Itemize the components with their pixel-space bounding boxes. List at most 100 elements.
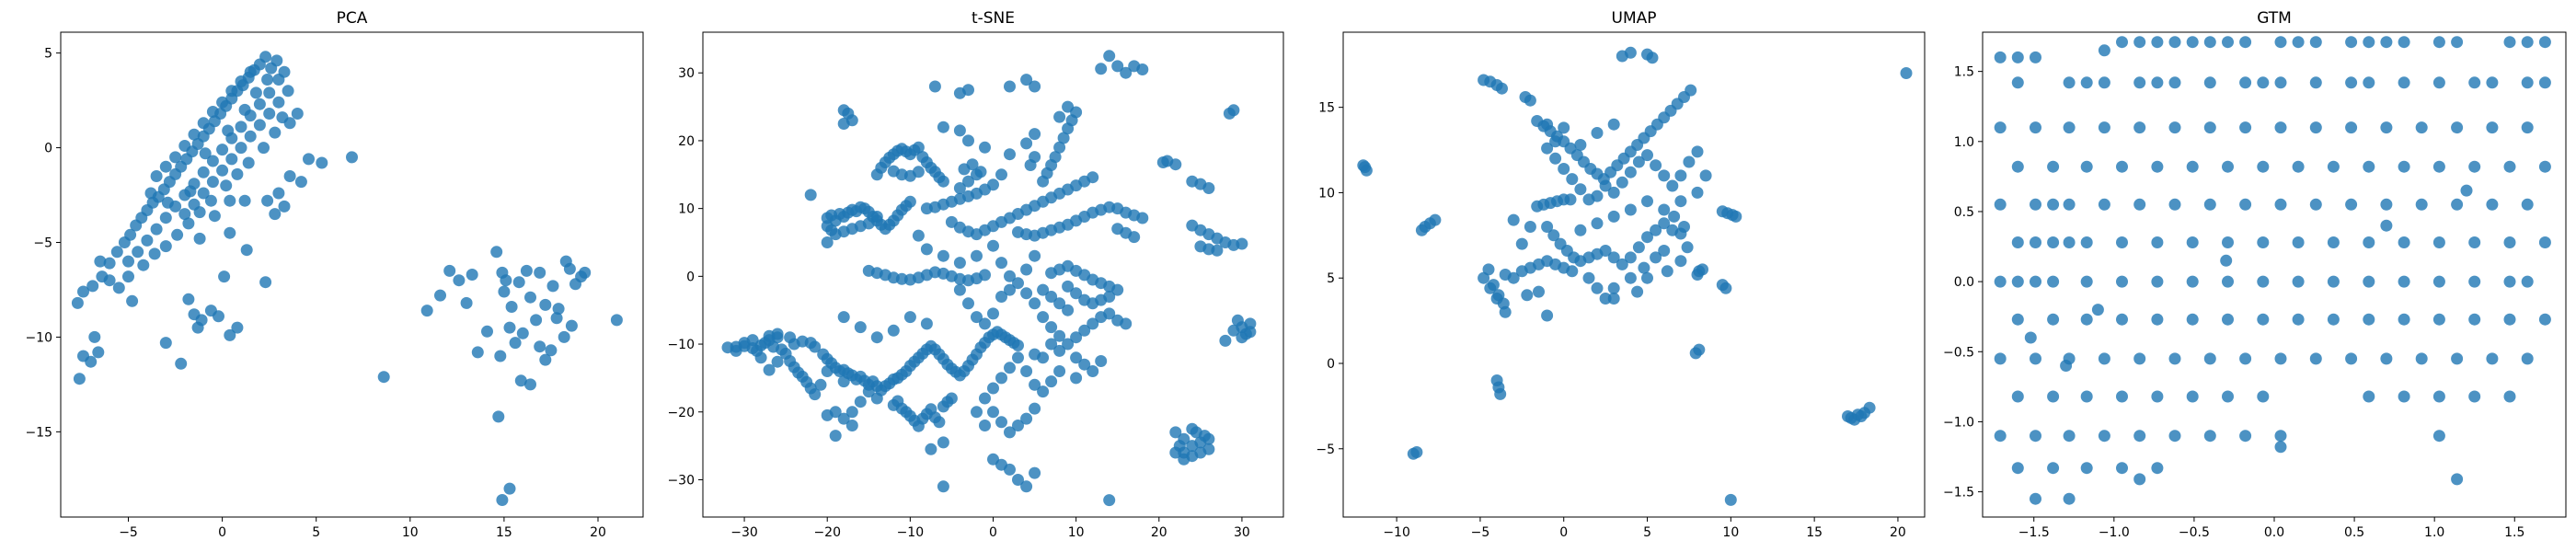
panel-umap: UMAP −10 −5 0 5 10 15 20 −5 0 5 10 15 bbox=[1316, 9, 1926, 540]
data-point bbox=[278, 200, 291, 213]
data-point bbox=[1624, 46, 1637, 59]
data-point bbox=[2063, 430, 2076, 443]
data-point bbox=[1490, 293, 1503, 305]
data-point bbox=[204, 194, 217, 207]
data-point bbox=[2538, 160, 2551, 173]
data-point bbox=[224, 328, 236, 341]
data-point bbox=[2080, 76, 2093, 89]
x-tick-label: 20 bbox=[1890, 525, 1906, 540]
y-tick-label: 0 bbox=[44, 142, 52, 156]
data-point bbox=[171, 228, 184, 241]
data-point bbox=[2451, 352, 2464, 365]
data-point bbox=[1994, 51, 2007, 63]
data-point bbox=[2151, 76, 2164, 89]
data-point bbox=[1624, 166, 1637, 178]
data-point bbox=[1524, 94, 1536, 107]
data-point bbox=[1607, 293, 1620, 305]
data-point bbox=[524, 378, 536, 391]
data-point bbox=[178, 140, 191, 152]
data-point bbox=[1020, 412, 1033, 425]
data-point bbox=[763, 329, 776, 342]
data-point bbox=[1661, 265, 1673, 278]
data-point bbox=[1120, 66, 1133, 79]
data-point bbox=[2538, 76, 2551, 89]
data-point bbox=[1062, 304, 1075, 316]
data-point bbox=[1699, 169, 1712, 182]
data-point bbox=[94, 255, 107, 268]
data-point bbox=[854, 396, 867, 408]
data-point bbox=[2451, 121, 2464, 134]
data-point bbox=[1186, 422, 1199, 435]
data-point bbox=[1658, 169, 1671, 182]
data-point bbox=[1029, 249, 1041, 262]
x-tick-label: 10 bbox=[1722, 525, 1739, 540]
data-point bbox=[2257, 275, 2270, 288]
scatter-points bbox=[1994, 36, 2551, 505]
data-point bbox=[995, 416, 1007, 429]
data-point bbox=[1053, 365, 1066, 377]
data-point bbox=[1053, 110, 1066, 123]
data-point bbox=[1078, 358, 1091, 371]
x-tick-label: −20 bbox=[813, 525, 841, 540]
data-point bbox=[206, 155, 219, 167]
x-tick-label: 20 bbox=[1151, 525, 1167, 540]
data-point bbox=[2168, 198, 2181, 211]
data-point bbox=[1558, 163, 1570, 175]
y-tick-label: −5 bbox=[1316, 443, 1335, 457]
data-point bbox=[1685, 84, 1697, 97]
data-point bbox=[1484, 282, 1497, 294]
data-point bbox=[2116, 236, 2128, 248]
data-point bbox=[377, 371, 390, 384]
x-tick-label: −1.5 bbox=[2018, 525, 2050, 540]
data-point bbox=[1103, 494, 1116, 507]
data-point bbox=[124, 228, 137, 241]
data-point bbox=[2186, 275, 2199, 288]
data-point bbox=[420, 305, 433, 317]
data-point bbox=[253, 119, 266, 132]
data-point bbox=[1095, 355, 1108, 367]
data-point bbox=[169, 151, 182, 164]
x-tick-label: −1.0 bbox=[2099, 525, 2130, 540]
data-point bbox=[112, 282, 125, 294]
data-point bbox=[2239, 352, 2252, 365]
data-point bbox=[258, 142, 270, 155]
data-point bbox=[122, 255, 134, 268]
data-point bbox=[505, 301, 518, 313]
data-point bbox=[1095, 63, 1108, 75]
data-point bbox=[291, 108, 304, 120]
data-point bbox=[218, 270, 231, 283]
data-point bbox=[1631, 285, 1644, 298]
data-point bbox=[2292, 236, 2305, 248]
data-point bbox=[150, 223, 163, 236]
data-point bbox=[2063, 198, 2076, 211]
y-tick-label: 10 bbox=[678, 202, 695, 217]
data-point bbox=[2503, 275, 2516, 288]
data-point bbox=[1658, 245, 1671, 257]
data-point bbox=[2047, 160, 2060, 173]
x-tick-label: −0.5 bbox=[2179, 525, 2210, 540]
data-point bbox=[1599, 245, 1612, 257]
x-tick-label: 0 bbox=[989, 525, 997, 540]
data-point bbox=[216, 144, 229, 156]
data-point bbox=[2363, 236, 2375, 248]
data-point bbox=[272, 187, 285, 200]
data-point bbox=[2186, 313, 2199, 326]
data-point bbox=[238, 103, 251, 116]
data-point bbox=[2203, 36, 2216, 49]
data-point bbox=[126, 294, 139, 307]
data-point bbox=[2151, 390, 2164, 403]
data-point bbox=[2098, 352, 2110, 365]
scatter-points bbox=[721, 50, 1257, 507]
data-point bbox=[2047, 462, 2060, 475]
y-tick-label: 5 bbox=[1327, 271, 1335, 286]
data-point bbox=[235, 142, 247, 155]
data-point bbox=[253, 98, 266, 110]
data-point bbox=[546, 280, 559, 293]
data-point bbox=[1558, 121, 1570, 134]
data-point bbox=[1666, 179, 1679, 192]
data-point bbox=[503, 482, 516, 495]
data-point bbox=[471, 346, 484, 359]
data-point bbox=[2292, 36, 2305, 49]
data-point bbox=[2327, 275, 2340, 288]
data-point bbox=[2151, 236, 2164, 248]
